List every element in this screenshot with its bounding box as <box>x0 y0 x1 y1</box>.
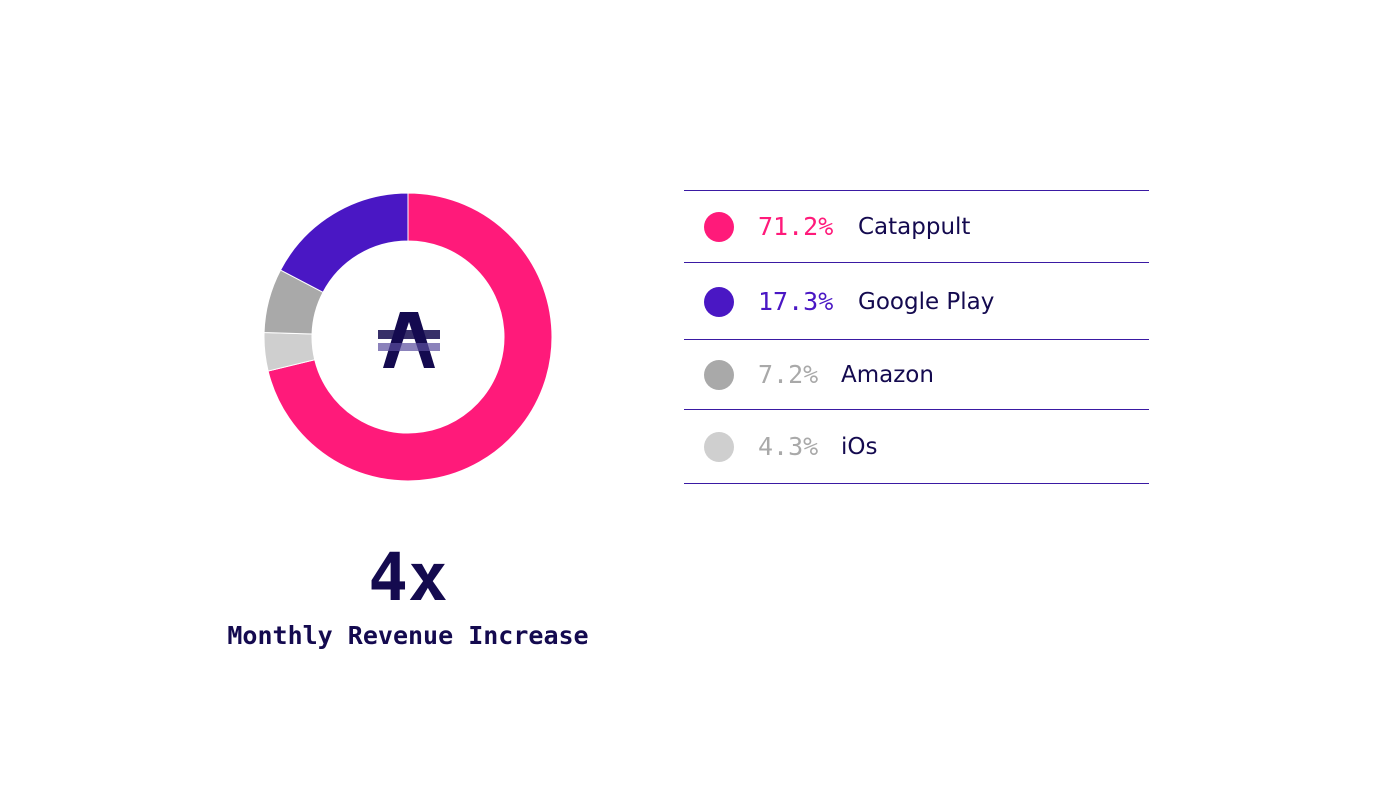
legend-dot-catappult <box>704 212 734 242</box>
legend-label-amazon: Amazon <box>841 362 934 388</box>
legend-row-catappult: 71.2% Catappult <box>684 191 1149 263</box>
chart-legend: 71.2% Catappult 17.3% Google Play 7.2% Amazon… <box>684 190 1149 484</box>
legend-dot-ios <box>704 432 734 462</box>
legend-percent-ios: 4.3% <box>758 432 819 461</box>
legend-label-catappult: Catappult <box>858 214 971 240</box>
stat-value: 4x <box>368 539 448 616</box>
strikethrough-a-logo-icon <box>378 312 440 368</box>
legend-dot-amazon <box>704 360 734 390</box>
legend-row-google-play: 17.3% Google Play <box>684 263 1149 340</box>
donut-slice-catappult <box>267 193 552 481</box>
revenue-donut-chart <box>264 193 552 481</box>
stat-label: Monthly Revenue Increase <box>227 621 589 650</box>
legend-label-ios: iOs <box>841 434 878 460</box>
legend-label-google-play: Google Play <box>858 288 995 315</box>
legend-percent-google-play: 17.3% <box>758 286 834 316</box>
legend-row-ios: 4.3% iOs <box>684 410 1149 484</box>
legend-dot-google-play <box>704 286 734 317</box>
legend-percent-amazon: 7.2% <box>758 360 819 389</box>
donut-slice-google-play <box>279 193 409 294</box>
legend-row-amazon: 7.2% Amazon <box>684 340 1149 410</box>
legend-percent-catappult: 71.2% <box>758 212 834 241</box>
